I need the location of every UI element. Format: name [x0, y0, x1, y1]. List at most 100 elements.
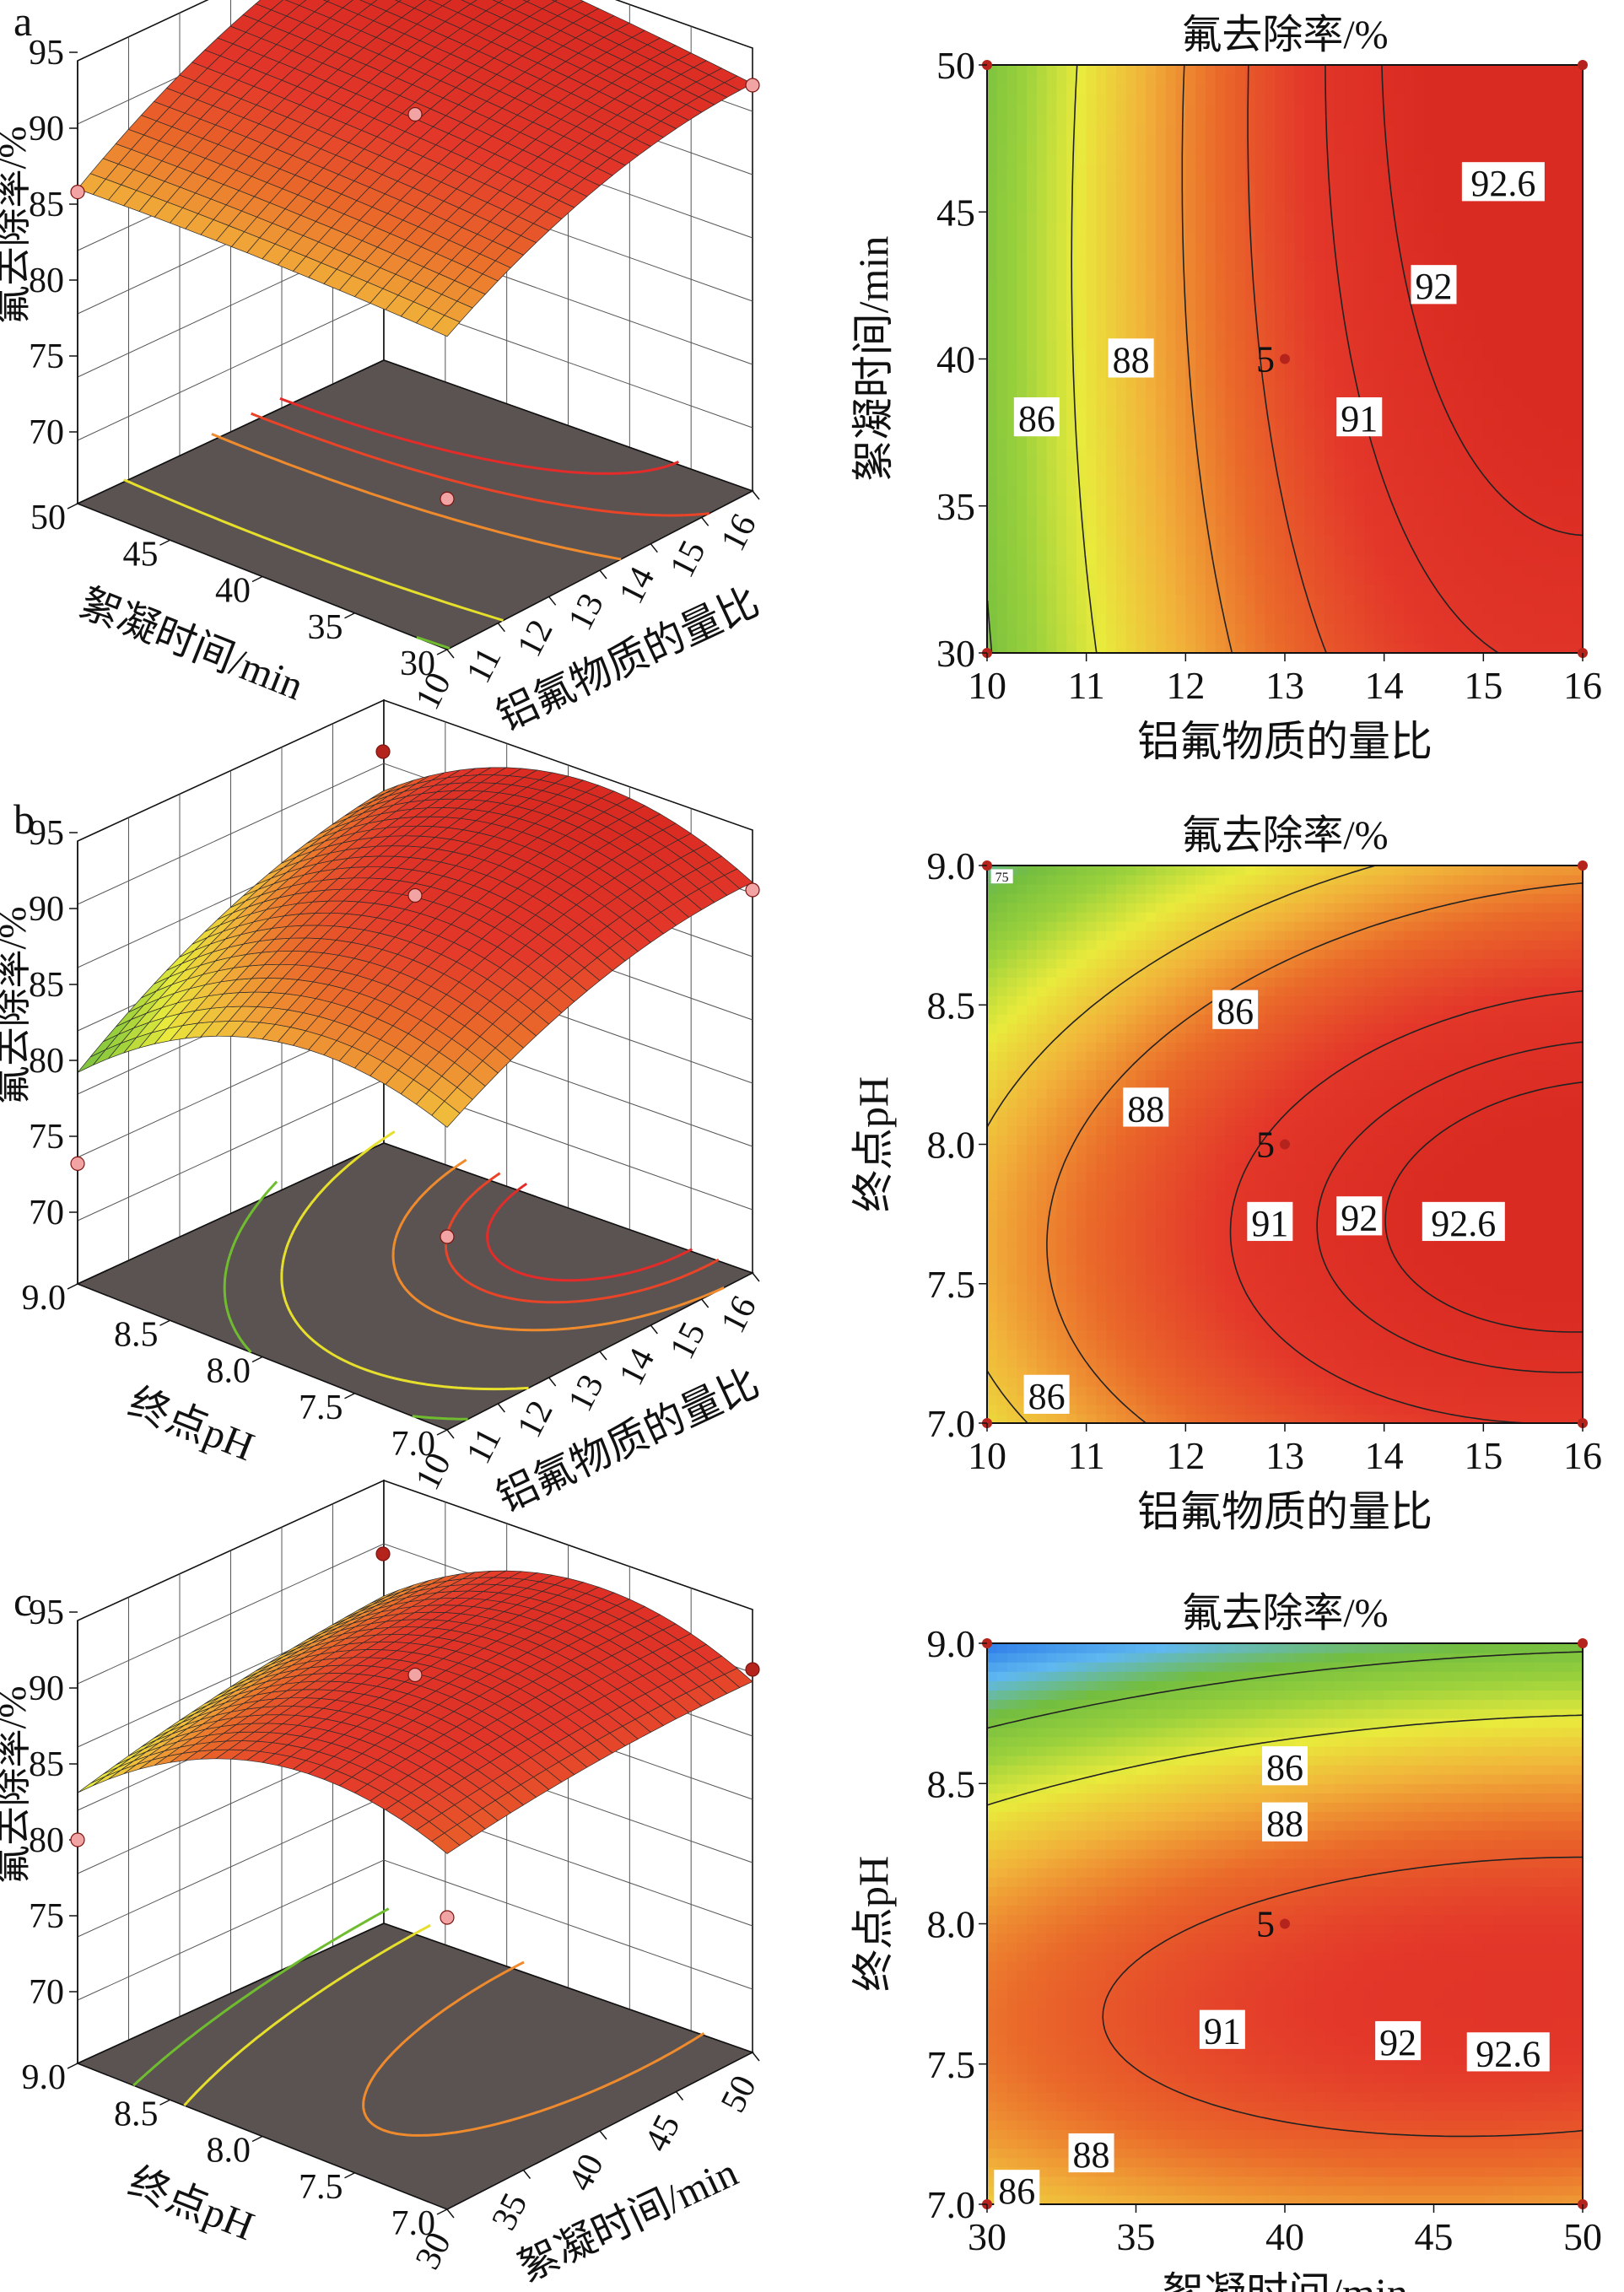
contour-cell: [1215, 427, 1226, 439]
contour-cell: [1433, 447, 1444, 458]
contour-cell: [987, 496, 998, 507]
design-point: [745, 882, 760, 898]
contour-cell: [1275, 447, 1286, 458]
contour-cell: [1076, 476, 1087, 488]
contour-cell: [1344, 339, 1355, 350]
floor-contour-line: [123, 478, 504, 622]
contour-cell: [1254, 496, 1266, 507]
y-tick-label: 15: [663, 1316, 714, 1365]
contour-cell: [1046, 515, 1057, 526]
contour-cell: [1225, 221, 1236, 233]
contour-cell: [1235, 192, 1246, 203]
contour-cell: [1354, 603, 1365, 615]
contour-cell: [1156, 476, 1167, 488]
contour-cell: [1503, 643, 1514, 654]
contour-cell: [1503, 310, 1514, 321]
x-tick-label: 10: [968, 664, 1006, 707]
contour-cell: [1325, 496, 1335, 507]
contour-cell: [1503, 466, 1514, 477]
contour-cell: [1552, 633, 1564, 644]
contour-cell: [1334, 623, 1346, 634]
contour-cell: [1175, 564, 1186, 575]
contour-cell: [1473, 418, 1484, 429]
contour-cell: [1325, 603, 1335, 615]
contour-cell: [987, 378, 998, 389]
contour-cell: [1235, 574, 1246, 585]
contour-cell: [1493, 515, 1504, 526]
contour-cell: [1096, 633, 1107, 644]
contour-cell: [1156, 172, 1167, 183]
contour-cell: [1046, 163, 1057, 174]
contour-cell: [1056, 554, 1067, 566]
contour-cell: [1006, 123, 1017, 134]
contour-cell: [1364, 633, 1375, 644]
contour-cell: [1394, 554, 1405, 566]
contour-cell: [1235, 221, 1246, 233]
contour-cell: [1066, 388, 1077, 399]
contour-cell: [1265, 545, 1276, 556]
contour-cell: [1017, 84, 1028, 95]
contour-cell: [1115, 94, 1127, 105]
contour-cell: [1106, 202, 1117, 213]
contour-cell: [1115, 388, 1127, 399]
contour-cell: [1027, 231, 1038, 242]
contour-cell: [1473, 505, 1484, 516]
contour-cell: [1473, 74, 1484, 85]
contour-cell: [1046, 202, 1057, 213]
contour-cell: [1294, 369, 1306, 380]
contour-cell: [1314, 574, 1325, 585]
contour-cell: [1523, 388, 1534, 399]
contour-cell: [1354, 525, 1365, 537]
contour-cell: [1146, 564, 1157, 575]
contour-cell: [1006, 270, 1017, 282]
contour-cell: [1454, 153, 1465, 164]
contour-cell: [1542, 212, 1554, 223]
contour-cell: [1285, 603, 1296, 615]
contour-cell: [1354, 153, 1365, 164]
contour-cell: [1125, 231, 1137, 242]
contour-cell: [1225, 574, 1236, 585]
contour-cell: [1125, 397, 1137, 409]
contour-cell: [1503, 320, 1514, 331]
contour-cell: [1463, 397, 1475, 409]
contour-cell: [1573, 290, 1584, 301]
contour-cell: [1304, 397, 1315, 409]
contour-cell: [1552, 133, 1564, 144]
contour-cell: [1394, 251, 1405, 262]
contour-cell: [1106, 290, 1117, 301]
contour-cell: [1373, 202, 1385, 213]
x-axis-label: 絮凝时间/min: [73, 580, 310, 709]
contour-cell: [1523, 437, 1534, 448]
contour-cell: [1394, 603, 1405, 615]
contour-cell: [1473, 290, 1484, 301]
contour-cell: [1175, 437, 1186, 448]
contour-cell: [1017, 299, 1028, 311]
contour-cell: [1285, 182, 1296, 193]
x-tick-label: 16: [1563, 664, 1602, 707]
contour-cell: [987, 427, 998, 439]
contour-cell: [1225, 525, 1236, 537]
contour-cell: [1542, 65, 1554, 76]
contour-cell: [1106, 388, 1117, 399]
contour-cell: [1533, 437, 1544, 448]
contour-cell: [1354, 114, 1365, 125]
contour-cell: [1215, 270, 1226, 282]
contour-cell: [1156, 299, 1167, 311]
contour-cell: [1285, 496, 1296, 507]
contour-cell: [996, 359, 1008, 369]
contour-cell: [1096, 594, 1107, 605]
contour-cell: [1136, 192, 1147, 203]
contour-cell: [1562, 221, 1573, 233]
contour-cell: [1046, 114, 1057, 125]
contour-cell: [1076, 348, 1087, 360]
contour-cell: [1325, 594, 1335, 605]
contour-cell: [1096, 623, 1107, 634]
contour-cell: [1205, 65, 1217, 76]
contour-cell: [1573, 104, 1584, 115]
contour-cell: [1275, 584, 1286, 595]
contour-cell: [1304, 378, 1315, 389]
contour-cell: [1493, 574, 1504, 585]
y-tick: [650, 543, 658, 553]
contour-cell: [1036, 574, 1048, 585]
contour-cell: [1285, 594, 1296, 605]
